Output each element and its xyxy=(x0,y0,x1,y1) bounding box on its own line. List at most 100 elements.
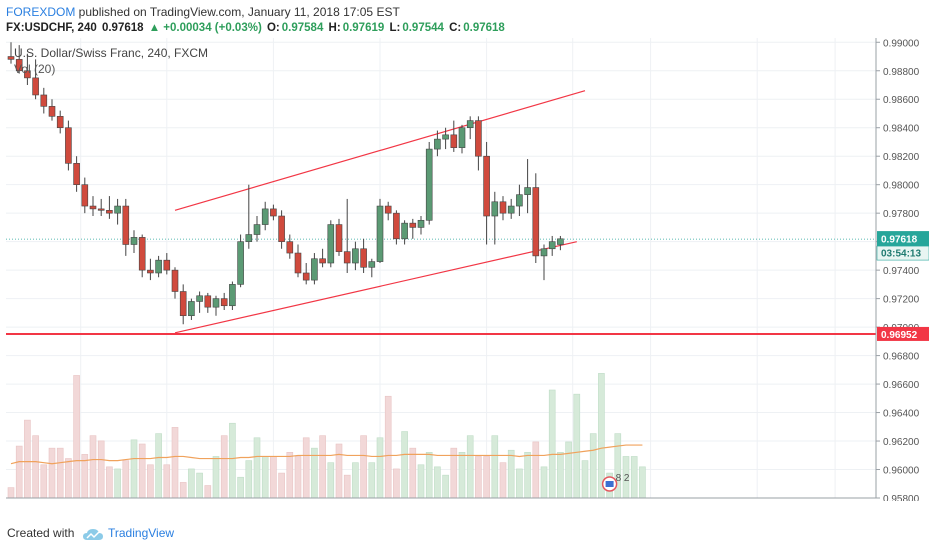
candle-body xyxy=(81,184,89,207)
support-price-tag-label: 0.96952 xyxy=(881,330,918,341)
volume-bar xyxy=(212,456,220,499)
candle-body xyxy=(48,106,56,117)
volume-bar xyxy=(458,452,466,499)
volume-bar xyxy=(507,449,515,499)
candle-body xyxy=(40,94,48,107)
close-value: 0.97618 xyxy=(463,22,505,34)
volume-bar xyxy=(302,437,310,499)
high-value: 0.97619 xyxy=(342,22,385,34)
volume-bar xyxy=(589,433,597,499)
volume-bar xyxy=(466,435,474,499)
volume-bar xyxy=(163,464,171,499)
candle-body xyxy=(147,269,154,274)
candle-body xyxy=(466,120,474,129)
price-axis-tick-label: 0.96400 xyxy=(883,409,920,420)
symbol-label: FX:USDCHF, 240 xyxy=(6,22,97,34)
volume-bar xyxy=(196,472,203,499)
close-label: C: xyxy=(449,22,462,34)
candle-body xyxy=(32,77,39,96)
volume-bar xyxy=(516,468,523,499)
volume-bar xyxy=(147,464,154,499)
candle-body xyxy=(89,205,97,210)
volume-bar xyxy=(24,419,31,499)
candle-body xyxy=(24,70,31,79)
volume-bar xyxy=(376,437,384,499)
candle-body xyxy=(138,237,146,271)
volume-bar xyxy=(40,464,48,499)
chart-canvas[interactable]: 0.99000 0.98800 0.98600 0.98400 0.98200 0.980… xyxy=(6,38,930,512)
price-axis-tick-label: 0.97200 xyxy=(883,295,920,306)
volume-bar xyxy=(171,427,179,499)
volume-bar xyxy=(122,460,130,499)
events-flag-icon xyxy=(605,481,614,487)
volume-bar xyxy=(48,447,56,499)
volume-bar xyxy=(245,460,253,499)
price-axis-tick-label: 0.98400 xyxy=(883,124,920,135)
volume-bar xyxy=(286,452,294,499)
last-price-tag-label: 0.97618 xyxy=(881,235,918,246)
candle-body xyxy=(130,237,138,245)
high-label: H: xyxy=(328,22,341,34)
volume-bar xyxy=(319,435,326,499)
volume-bar xyxy=(229,422,236,499)
price-chart[interactable]: 0.99000 0.98800 0.98600 0.98400 0.98200 0.980… xyxy=(6,38,930,512)
candle-body xyxy=(163,259,171,271)
candle-body xyxy=(302,272,310,281)
volume-bar xyxy=(73,375,80,499)
tradingview-cloud-icon xyxy=(82,528,104,545)
volume-bar xyxy=(557,452,564,499)
volume-bar xyxy=(114,468,121,499)
candle-body xyxy=(56,116,64,129)
candle-body xyxy=(237,241,244,285)
candle-body xyxy=(376,205,384,262)
volume-ma-line xyxy=(10,444,643,465)
candle-body xyxy=(220,298,228,307)
candle-body xyxy=(360,248,367,268)
candle-body xyxy=(261,208,269,225)
candle-body xyxy=(327,224,335,264)
low-value: 0.97544 xyxy=(402,22,444,34)
candle-body xyxy=(229,284,236,307)
volume-bar xyxy=(524,452,531,499)
volume-bar xyxy=(97,440,105,499)
volume-bar xyxy=(7,487,15,499)
price-axis-tick-label: 0.96600 xyxy=(883,380,920,391)
volume-bar xyxy=(483,456,490,499)
volume-bar xyxy=(56,447,64,499)
volume-bar xyxy=(253,437,261,499)
candle-body xyxy=(425,148,433,221)
publisher-link[interactable]: FOREXDOM xyxy=(6,5,76,19)
volume-bar xyxy=(270,456,277,499)
candle-body xyxy=(343,251,351,264)
volume-bar xyxy=(130,439,138,499)
candle-body xyxy=(499,201,507,214)
candle-body xyxy=(483,155,490,217)
candle-body xyxy=(270,208,277,217)
candle-body xyxy=(171,269,179,292)
channel-upper-line[interactable] xyxy=(174,90,586,211)
channel-lower-line[interactable] xyxy=(174,241,577,334)
candle-body xyxy=(434,138,441,150)
price-axis-tick-label: 0.98200 xyxy=(883,152,920,163)
volume-indicator-label: Vol (20) xyxy=(14,62,55,76)
candle-body xyxy=(286,241,294,254)
tradingview-brand[interactable]: TradingView xyxy=(108,526,175,540)
candle-body xyxy=(179,291,187,317)
volume-bar xyxy=(65,458,72,499)
candle-body xyxy=(114,205,121,214)
candle-body xyxy=(458,127,466,148)
published-text: published on TradingView.com, January 11… xyxy=(75,5,400,19)
volume-bar xyxy=(220,435,228,499)
price-axis-tick-label: 0.96200 xyxy=(883,437,920,448)
candle-body xyxy=(253,224,261,235)
countdown-label: 03:54:13 xyxy=(881,249,921,260)
open-value: 0.97584 xyxy=(281,22,324,34)
candle-body xyxy=(65,127,72,164)
candle-body xyxy=(524,187,531,195)
volume-bar xyxy=(204,485,212,499)
volume-bar xyxy=(409,447,417,499)
candle-body xyxy=(122,205,130,245)
candle-body xyxy=(475,120,482,157)
volume-bar xyxy=(548,389,556,499)
candle-body xyxy=(352,248,359,264)
